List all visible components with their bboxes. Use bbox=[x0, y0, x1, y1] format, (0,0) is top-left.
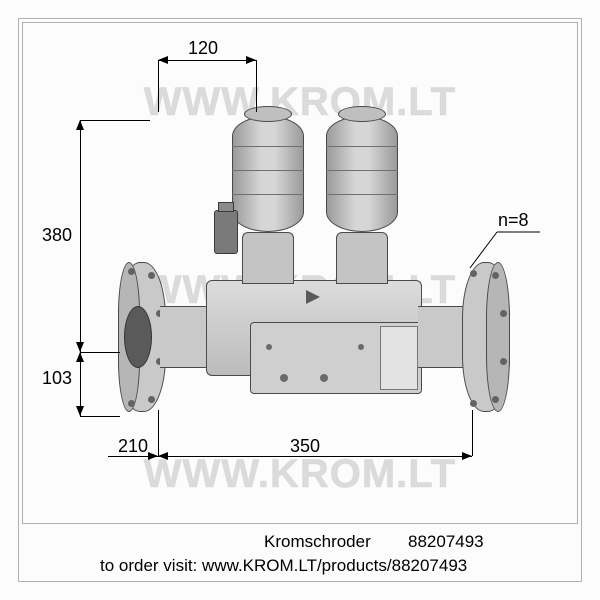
coil-rib bbox=[326, 170, 398, 171]
pipe-right bbox=[418, 306, 468, 368]
connector bbox=[214, 210, 238, 254]
diagram-canvas: WWW.KROM.LT WWW.KROM.LT WWW.KROM.LT WWW.… bbox=[0, 0, 600, 600]
dim-height-380: 380 bbox=[42, 225, 72, 246]
dim-line bbox=[80, 120, 81, 352]
dim-ext bbox=[80, 416, 120, 417]
coil-rib bbox=[232, 146, 304, 147]
dim-ext bbox=[80, 120, 150, 121]
dim-width-350: 350 bbox=[290, 436, 320, 457]
dim-ext bbox=[158, 60, 159, 112]
caption-brand: Kromschroder bbox=[264, 532, 371, 552]
solenoid-left bbox=[232, 116, 304, 232]
dim-top-width: 120 bbox=[188, 38, 218, 59]
dim-holes-n: n=8 bbox=[498, 210, 529, 231]
flange-bolt bbox=[492, 272, 499, 279]
pipe-left bbox=[160, 306, 210, 368]
flange-right-face bbox=[486, 262, 510, 412]
flange-bolt bbox=[128, 268, 135, 275]
dim-ext bbox=[472, 410, 473, 456]
neck-right bbox=[336, 232, 388, 284]
dim-ext bbox=[80, 352, 120, 353]
lower-block-face bbox=[380, 326, 418, 390]
arrowhead-icon bbox=[158, 452, 168, 460]
dim-line bbox=[158, 60, 256, 61]
connector-top bbox=[218, 202, 234, 212]
dim-height-103: 103 bbox=[42, 368, 72, 389]
neck-left bbox=[242, 232, 294, 284]
dim-depth-210: 210 bbox=[118, 436, 148, 457]
arrowhead-icon bbox=[246, 56, 256, 64]
flange-bolt bbox=[470, 270, 477, 277]
flange-bolt bbox=[470, 400, 477, 407]
dim-ext bbox=[256, 60, 257, 112]
block-bolt bbox=[280, 374, 288, 382]
flange-bolt bbox=[500, 358, 507, 365]
valve-assembly bbox=[120, 110, 520, 430]
block-bolt bbox=[320, 374, 328, 382]
arrowhead-icon bbox=[148, 452, 158, 460]
block-bolt bbox=[358, 344, 364, 350]
coil-rib bbox=[232, 194, 304, 195]
port-hole bbox=[124, 306, 152, 368]
arrowhead-icon bbox=[158, 56, 168, 64]
arrowhead-icon bbox=[76, 352, 84, 362]
cap-left bbox=[244, 106, 292, 122]
caption-url[interactable]: www.KROM.LT/products/88207493 bbox=[202, 556, 467, 575]
dim-ext bbox=[158, 410, 159, 456]
coil-rib bbox=[326, 146, 398, 147]
block-bolt bbox=[266, 344, 272, 350]
flow-arrow-icon bbox=[306, 290, 320, 304]
flange-bolt bbox=[492, 396, 499, 403]
coil-rib bbox=[232, 170, 304, 171]
flange-bolt bbox=[128, 400, 135, 407]
arrowhead-icon bbox=[76, 406, 84, 416]
flange-bolt bbox=[148, 272, 155, 279]
caption-line2: to order visit: www.KROM.LT/products/882… bbox=[100, 556, 467, 576]
arrowhead-icon bbox=[76, 120, 84, 130]
caption-order-number: 88207493 bbox=[408, 532, 484, 552]
caption-prefix: to order visit: bbox=[100, 556, 202, 575]
solenoid-right bbox=[326, 116, 398, 232]
flange-bolt bbox=[148, 396, 155, 403]
arrowhead-icon bbox=[76, 342, 84, 352]
coil-rib bbox=[326, 194, 398, 195]
cap-right bbox=[338, 106, 386, 122]
arrowhead-icon bbox=[462, 452, 472, 460]
flange-bolt bbox=[500, 310, 507, 317]
